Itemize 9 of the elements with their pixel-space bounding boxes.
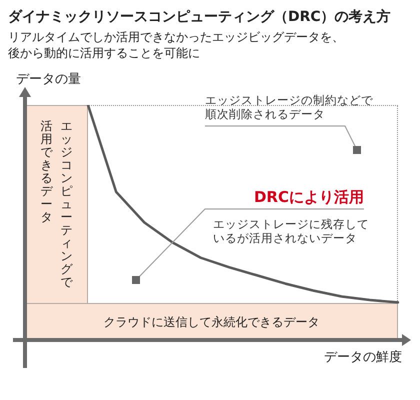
chart-title: ダイナミックリソースコンピューティング（DRC）の考え方 [8, 8, 391, 26]
y-axis-title: データの量 [16, 71, 81, 88]
annotation: エッジストレージに残存しているが活用されないデータ [213, 217, 369, 245]
annotation: DRCにより活用 [254, 188, 364, 206]
chart-subtitle: リアルタイムでしか活用できなかったエッジビッグデータを、後から動的に活用することを可能に [8, 29, 345, 61]
text: エッジコンピューティングで活用できるデータ [40, 119, 72, 289]
x-axis-title: データの鮮度 [324, 349, 402, 366]
annotation: エッジストレージの制約などで順次削除されるデータ [205, 93, 373, 121]
annotation: クラウドに送信して永続化できるデータ [104, 314, 320, 330]
